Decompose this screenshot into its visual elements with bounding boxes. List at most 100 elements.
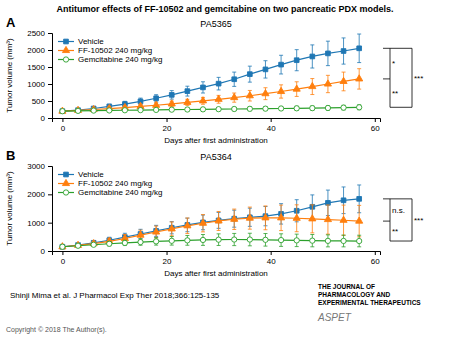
tick-label: 500 (32, 97, 46, 106)
axis-line (48, 34, 53, 119)
legend-marker (63, 190, 68, 195)
point (278, 214, 285, 220)
series (59, 205, 363, 249)
tick: 2000 (27, 46, 52, 55)
point (200, 107, 205, 112)
point (75, 243, 80, 248)
point (76, 108, 81, 113)
tick-mark (375, 251, 376, 255)
bracket-line (390, 48, 391, 79)
legend-marker (64, 39, 69, 44)
legend: VehicleFF-10502 240 mg/kgGemcitabine 240… (58, 170, 163, 197)
significance-brackets: n.s.***** (383, 199, 423, 241)
point (199, 219, 206, 225)
point (59, 243, 66, 249)
legend-marker (62, 179, 69, 185)
point (199, 97, 206, 103)
point (293, 85, 300, 91)
tick: 60 (371, 118, 380, 133)
point (278, 237, 283, 242)
bracket-line (390, 107, 412, 108)
journal-name: EXPERIMENTAL THERAPEUTICS (318, 299, 421, 306)
legend-marker (62, 46, 69, 52)
x-axis-title: Days after first administration (164, 269, 268, 278)
copyright: Copyright © 2018 The Author(s). (6, 326, 107, 334)
bracket-line (390, 241, 412, 242)
series-line (62, 218, 359, 247)
figure: 020406005001000150020002500Days after fi… (0, 0, 450, 338)
point (185, 238, 190, 243)
point (60, 109, 65, 114)
point (309, 215, 316, 221)
point (231, 93, 238, 99)
error-bar (248, 233, 252, 246)
tick: 2000 (27, 190, 52, 199)
point (60, 109, 65, 114)
bracket-line (383, 221, 390, 222)
tick-label: 0 (41, 114, 46, 123)
tick-mark (48, 84, 52, 85)
legend-label: Gemcitabine 240 mg/kg (78, 188, 163, 197)
tick-mark (48, 67, 52, 68)
error-bar (342, 235, 346, 247)
point (138, 239, 143, 244)
point (168, 225, 175, 231)
point (263, 67, 268, 72)
error-bar (217, 107, 221, 110)
error-bar (295, 234, 299, 246)
point (309, 82, 316, 88)
tick: 2500 (27, 29, 52, 38)
panel-title: PA5365 (200, 19, 231, 29)
error-bar (310, 106, 314, 110)
point (184, 98, 191, 104)
error-bar (326, 235, 330, 247)
error-bar (342, 105, 346, 110)
point (357, 105, 362, 110)
bracket-line (383, 78, 390, 79)
legend-item: Gemcitabine 240 mg/kg (58, 55, 163, 64)
point (154, 96, 159, 101)
tick-mark (271, 118, 272, 122)
error-bar (279, 234, 283, 247)
legend-item: Vehicle (58, 37, 104, 46)
point (294, 106, 299, 111)
error-bar (248, 107, 252, 111)
tick-label: 40 (267, 257, 276, 266)
point (169, 107, 174, 112)
bracket-line (390, 48, 412, 49)
tick-label: 0 (61, 124, 66, 133)
bracket-line (383, 48, 390, 49)
tick: 500 (32, 97, 52, 106)
significance-label: * (392, 59, 395, 68)
panel: 020406005001000150020002500Days after fi… (5, 15, 423, 145)
significance-label: *** (414, 216, 423, 225)
point (246, 92, 253, 98)
tick: 60 (371, 251, 380, 266)
axis-line (53, 252, 381, 256)
footer: Shinji Mima et al. J Pharmacol Exp Ther … (10, 291, 220, 300)
legend-label: Gemcitabine 240 mg/kg (78, 55, 163, 64)
point (341, 105, 346, 110)
plot-area (59, 185, 363, 249)
error-bar (342, 38, 346, 64)
legend-marker (64, 172, 69, 177)
y-axis: 0100020003000 (27, 162, 52, 256)
panel-title: PA5364 (200, 152, 231, 162)
point (184, 222, 191, 228)
tick-mark (48, 101, 52, 102)
point (324, 80, 331, 86)
point (357, 197, 362, 202)
tick-mark (62, 251, 63, 255)
error-bar (263, 234, 267, 247)
point (153, 228, 160, 234)
error-bar (107, 242, 111, 246)
error-bar (295, 106, 299, 110)
tick-mark (48, 50, 52, 51)
point (215, 217, 222, 223)
error-bar (326, 106, 330, 110)
point (263, 106, 268, 111)
plot-area (59, 34, 363, 114)
legend-item: FF-10502 240 mg/kg (58, 179, 152, 188)
error-bar (310, 45, 314, 68)
point (121, 234, 128, 240)
